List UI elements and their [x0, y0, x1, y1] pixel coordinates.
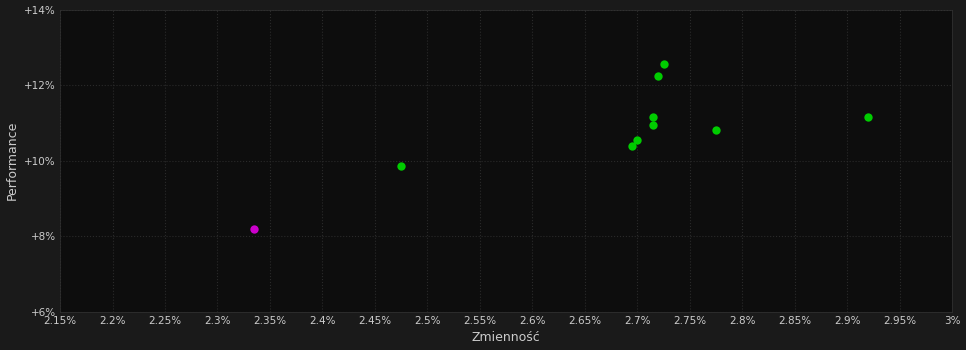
Point — [861, 114, 876, 120]
Y-axis label: Performance: Performance — [6, 121, 18, 200]
Point — [650, 73, 666, 78]
Point — [645, 114, 661, 120]
Point — [393, 163, 409, 169]
Point — [630, 137, 645, 143]
X-axis label: Zmienność: Zmienność — [471, 331, 541, 344]
Point — [624, 143, 639, 148]
Point — [708, 128, 724, 133]
Point — [246, 226, 262, 231]
Point — [645, 122, 661, 127]
Point — [656, 62, 671, 67]
